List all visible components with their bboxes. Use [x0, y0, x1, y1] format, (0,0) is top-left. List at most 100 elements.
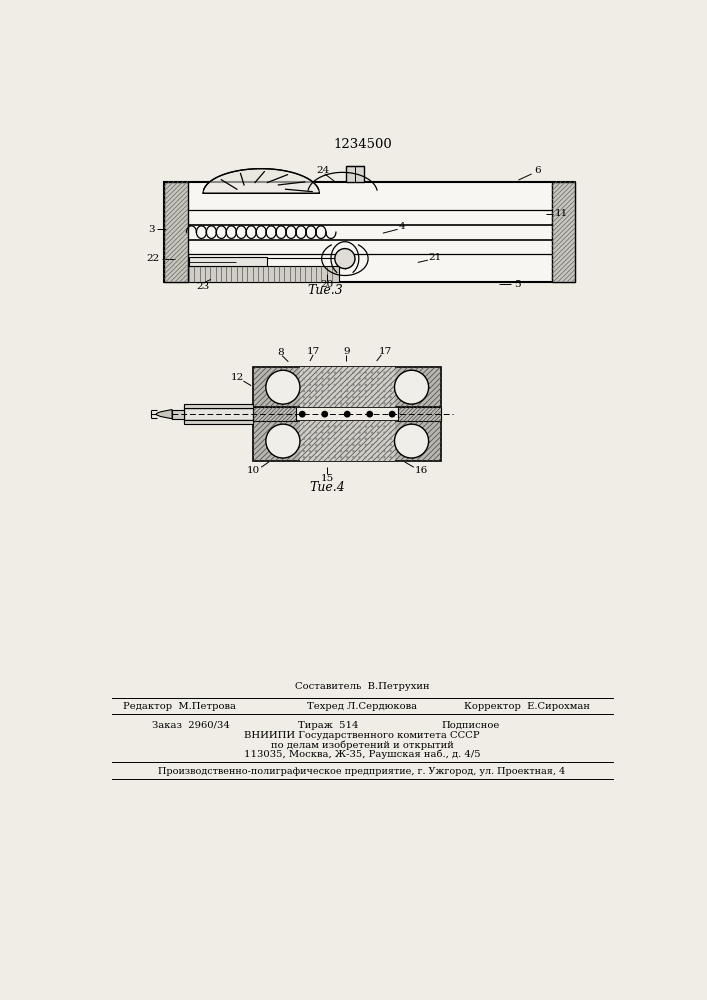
Circle shape	[334, 384, 336, 386]
Circle shape	[340, 444, 342, 446]
Bar	[552, 182, 575, 282]
Circle shape	[334, 371, 336, 374]
Text: 21: 21	[428, 253, 441, 262]
Circle shape	[365, 396, 367, 398]
Text: 15: 15	[320, 474, 334, 483]
Circle shape	[315, 444, 317, 446]
Circle shape	[321, 431, 324, 434]
Circle shape	[309, 444, 311, 446]
Text: Редактор  М.Петрова: Редактор М.Петрова	[123, 702, 236, 711]
Circle shape	[383, 371, 385, 374]
Circle shape	[321, 450, 324, 452]
Circle shape	[346, 402, 349, 405]
Circle shape	[358, 384, 361, 386]
Bar	[346, 166, 363, 182]
Circle shape	[303, 431, 305, 434]
Circle shape	[340, 378, 342, 380]
Circle shape	[340, 384, 342, 386]
Circle shape	[340, 371, 342, 374]
Circle shape	[371, 396, 373, 398]
Circle shape	[371, 384, 373, 386]
Circle shape	[303, 384, 305, 386]
Circle shape	[334, 431, 336, 434]
Circle shape	[367, 411, 373, 417]
Circle shape	[365, 390, 367, 392]
Circle shape	[327, 402, 329, 405]
Bar	[300, 367, 395, 407]
Circle shape	[309, 390, 311, 392]
Bar	[189, 257, 267, 266]
Circle shape	[303, 371, 305, 374]
Circle shape	[327, 456, 329, 458]
Circle shape	[309, 396, 311, 398]
Circle shape	[346, 444, 349, 446]
Circle shape	[303, 450, 305, 452]
Circle shape	[352, 384, 355, 386]
Circle shape	[266, 370, 300, 404]
Circle shape	[309, 450, 311, 452]
Circle shape	[321, 425, 324, 428]
Bar	[164, 182, 187, 282]
Circle shape	[358, 425, 361, 428]
Text: 17: 17	[378, 347, 392, 356]
Circle shape	[390, 456, 392, 458]
Circle shape	[390, 390, 392, 392]
Circle shape	[390, 431, 392, 434]
Circle shape	[377, 396, 380, 398]
Circle shape	[340, 396, 342, 398]
Circle shape	[327, 431, 329, 434]
Circle shape	[371, 425, 373, 428]
Circle shape	[377, 431, 380, 434]
Bar	[184, 420, 253, 424]
Circle shape	[365, 438, 367, 440]
Text: Производственно-полиграфическое предприятие, г. Ужгород, ул. Проектная, 4: Производственно-полиграфическое предприя…	[158, 767, 566, 776]
Circle shape	[327, 425, 329, 428]
Circle shape	[390, 411, 395, 417]
Circle shape	[315, 384, 317, 386]
Circle shape	[340, 450, 342, 452]
Text: ВНИИПИ Государственного комитета СССР: ВНИИПИ Государственного комитета СССР	[244, 732, 480, 740]
Text: 10: 10	[247, 466, 260, 475]
Circle shape	[315, 431, 317, 434]
Circle shape	[365, 378, 367, 380]
Circle shape	[303, 390, 305, 392]
Circle shape	[358, 390, 361, 392]
Text: Заказ  2960/34: Заказ 2960/34	[152, 721, 230, 730]
Circle shape	[266, 424, 300, 458]
Bar	[253, 421, 441, 461]
Circle shape	[327, 438, 329, 440]
Circle shape	[340, 402, 342, 405]
Circle shape	[383, 431, 385, 434]
Circle shape	[309, 378, 311, 380]
Circle shape	[315, 450, 317, 452]
Circle shape	[321, 384, 324, 386]
Circle shape	[358, 456, 361, 458]
Circle shape	[303, 402, 305, 405]
Circle shape	[352, 456, 355, 458]
Circle shape	[358, 431, 361, 434]
Circle shape	[383, 425, 385, 428]
Circle shape	[383, 390, 385, 392]
Circle shape	[377, 425, 380, 428]
Circle shape	[321, 371, 324, 374]
Circle shape	[346, 378, 349, 380]
Circle shape	[321, 396, 324, 398]
Text: 16: 16	[415, 466, 428, 475]
Circle shape	[334, 378, 336, 380]
Text: 22: 22	[146, 254, 159, 263]
Circle shape	[346, 431, 349, 434]
Text: 11: 11	[554, 209, 568, 218]
Text: Τие.4: Τие.4	[309, 481, 345, 494]
Circle shape	[340, 431, 342, 434]
Text: по делам изобретений и открытий: по делам изобретений и открытий	[271, 740, 453, 750]
Text: 23: 23	[197, 282, 210, 291]
Text: Корректор  Е.Сирохман: Корректор Е.Сирохман	[464, 702, 590, 711]
Text: Техред Л.Сердюкова: Техред Л.Сердюкова	[307, 702, 417, 711]
Circle shape	[352, 431, 355, 434]
Circle shape	[346, 396, 349, 398]
Bar	[164, 182, 575, 282]
Circle shape	[322, 411, 327, 417]
Text: 6: 6	[534, 166, 541, 175]
Circle shape	[303, 396, 305, 398]
Circle shape	[309, 438, 311, 440]
